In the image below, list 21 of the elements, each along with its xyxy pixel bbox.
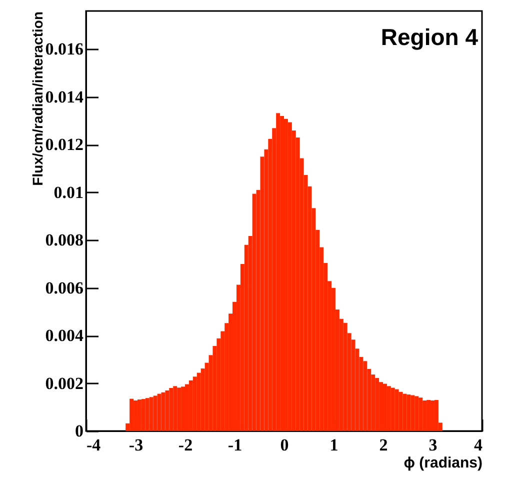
y-tick-label: 0.01 (54, 182, 84, 202)
x-tick-label: 0 (280, 436, 289, 454)
y-tick-label: 0.002 (45, 374, 84, 393)
x-tick-label: -1 (228, 436, 242, 454)
x-tick-label: -4 (86, 436, 102, 454)
y-tick-label: 0.012 (45, 135, 84, 154)
y-tick-label: 0.014 (45, 87, 84, 106)
y-tick-label: 0 (75, 422, 84, 440)
x-tick-label: -2 (178, 436, 193, 454)
x-tick-label: 1 (330, 436, 338, 454)
annotation: Region 4 (380, 24, 478, 50)
x-axis-title: ϕ (radians) (404, 454, 482, 472)
y-tick-label: 0.006 (45, 278, 84, 298)
x-tick-label: 3 (428, 436, 438, 454)
x-tick-label: -3 (128, 436, 144, 454)
y-tick-label: 0.016 (45, 40, 84, 59)
x-tick-label: 4 (474, 436, 483, 454)
x-tick-label: 2 (379, 436, 388, 454)
y-tick-label: 0.008 (45, 230, 84, 250)
y-axis-title: Flux/cm/radian/interaction (29, 12, 46, 186)
y-tick-label: 0.004 (45, 326, 84, 346)
